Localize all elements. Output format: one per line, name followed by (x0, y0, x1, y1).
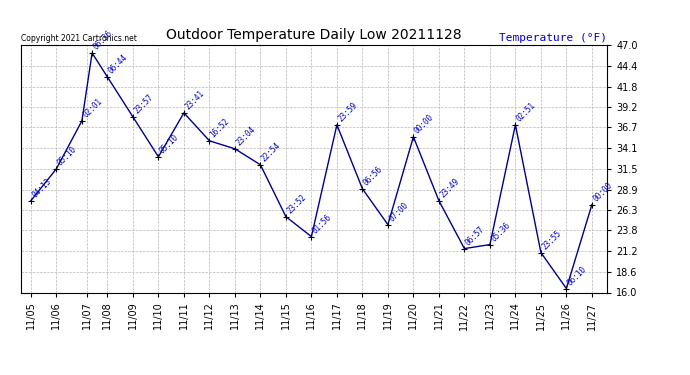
Text: 07:00: 07:00 (387, 201, 410, 223)
Text: 23:55: 23:55 (540, 228, 563, 251)
Text: 06:44: 06:44 (107, 53, 129, 76)
Text: 23:52: 23:52 (285, 193, 308, 215)
Text: 23:49: 23:49 (438, 177, 461, 200)
Text: 22:54: 22:54 (259, 141, 282, 164)
Text: 00:00: 00:00 (591, 181, 614, 203)
Text: 05:36: 05:36 (489, 220, 512, 243)
Text: 23:41: 23:41 (183, 89, 206, 111)
Text: 05:10: 05:10 (157, 133, 180, 155)
Text: 02:01: 02:01 (81, 97, 104, 120)
Text: 23:04: 23:04 (234, 125, 257, 147)
Text: 02:51: 02:51 (515, 101, 538, 123)
Text: 16:52: 16:52 (208, 117, 231, 140)
Text: 04:13: 04:13 (30, 177, 53, 200)
Text: 23:57: 23:57 (132, 93, 155, 116)
Text: 06:10: 06:10 (566, 264, 589, 287)
Text: 06:56: 06:56 (362, 165, 384, 188)
Text: Copyright 2021 Cartronics.net: Copyright 2021 Cartronics.net (21, 34, 137, 43)
Text: 00:00: 00:00 (413, 113, 435, 135)
Title: Outdoor Temperature Daily Low 20211128: Outdoor Temperature Daily Low 20211128 (166, 28, 462, 42)
Text: 06:57: 06:57 (464, 225, 486, 247)
Text: 06:36: 06:36 (91, 29, 114, 52)
Text: 23:59: 23:59 (336, 101, 359, 123)
Text: 01:56: 01:56 (310, 213, 333, 235)
Text: Temperature (°F): Temperature (°F) (499, 33, 607, 43)
Text: 05:10: 05:10 (56, 145, 79, 167)
